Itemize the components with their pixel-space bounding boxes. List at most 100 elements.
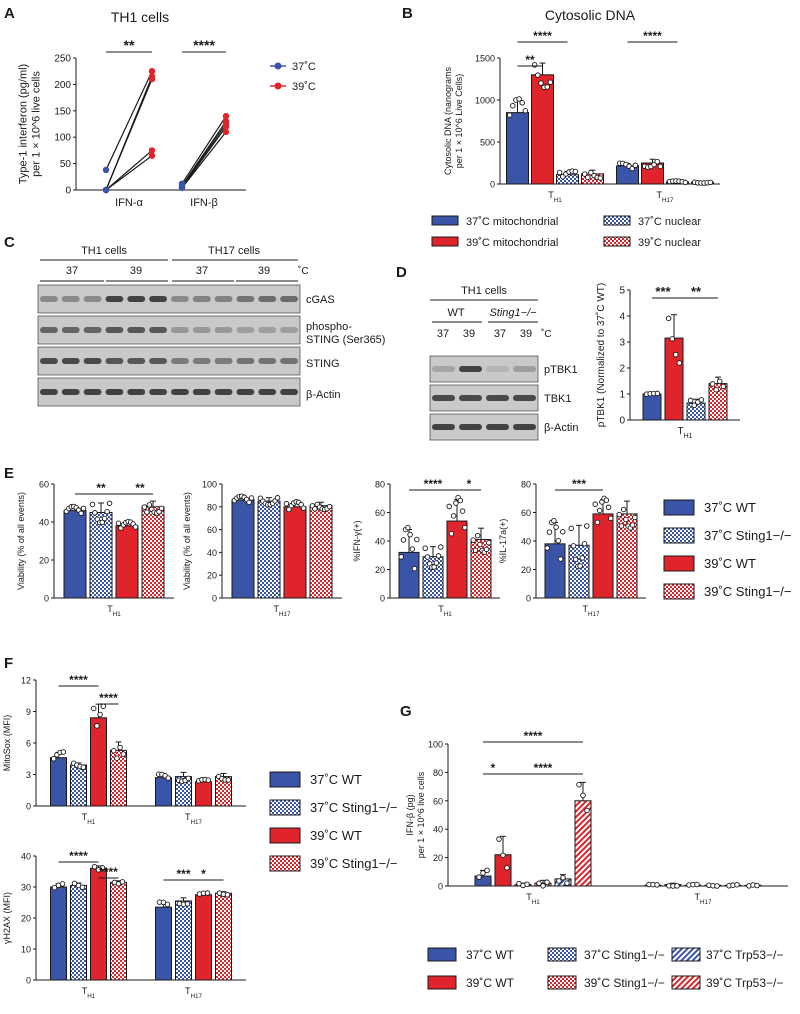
data-point — [669, 336, 675, 342]
blot-band — [127, 358, 146, 364]
data-point — [698, 397, 705, 403]
pair-line — [181, 126, 227, 188]
y-tick-label: 80 — [375, 480, 385, 490]
legend-37c-marker — [274, 62, 282, 70]
blot-band — [171, 389, 189, 395]
data-point — [734, 881, 740, 888]
data-point — [132, 524, 139, 530]
panel-f-legend: 37˚C WT 37˚C Sting1−/− 39˚C WT 39˚C Stin… — [269, 771, 397, 872]
y-tick-label: 5 — [619, 286, 625, 297]
data-point — [522, 108, 529, 114]
data-point — [585, 174, 591, 181]
legend-g-37trp-swatch — [671, 947, 701, 962]
data-point — [51, 884, 58, 891]
y-tick-label: 0 — [526, 594, 531, 604]
x-tick-label: IFN-β — [190, 197, 218, 209]
legend-e-37ko-swatch — [663, 527, 695, 544]
pair-line — [105, 149, 153, 191]
data-point — [158, 505, 165, 512]
data-point — [104, 509, 110, 515]
data-point — [544, 84, 550, 90]
blot-band — [513, 366, 536, 372]
panel-letter-c: C — [4, 234, 15, 251]
point-39c — [222, 123, 230, 130]
significance-label: **** — [424, 477, 443, 491]
data-point — [540, 883, 546, 889]
data-point — [623, 516, 629, 523]
y-tick-label: 0 — [619, 416, 625, 427]
y-tick-label: 80 — [433, 768, 443, 778]
blot-band — [192, 389, 211, 395]
data-point — [547, 79, 554, 86]
bar — [642, 393, 662, 421]
data-point — [519, 100, 525, 106]
legend-39c-marker — [274, 82, 282, 90]
bar — [283, 506, 307, 599]
data-point — [506, 112, 513, 118]
legend-g-37trp-label: 37˚C Trp53−/− — [706, 948, 783, 962]
blot-band — [486, 424, 509, 430]
data-point — [141, 504, 148, 510]
y-axis-label: IFN-β (pg)per 1 × 10^6 live cells — [405, 771, 426, 858]
legend-g-39wt-swatch — [427, 975, 457, 990]
bar — [506, 112, 529, 185]
panel-a-legend: 37˚C 39˚C — [270, 61, 316, 93]
data-point — [477, 541, 483, 548]
legend-f-37ko-label: 37˚C Sting1−/− — [310, 800, 397, 815]
blot-band — [149, 389, 167, 395]
legend-37c-nuclear-swatch — [603, 215, 631, 226]
data-point — [516, 96, 522, 102]
y-tick-label: 2 — [619, 364, 625, 375]
bar — [544, 543, 566, 599]
pair-line — [181, 115, 227, 184]
legend-37c-nuclear-label: 37˚C nuclear — [638, 216, 701, 228]
data-point — [568, 525, 574, 532]
data-point — [603, 497, 610, 503]
data-point — [438, 544, 444, 550]
data-point — [618, 523, 625, 529]
data-point — [544, 545, 550, 551]
bar — [63, 510, 87, 599]
blot-band — [83, 327, 102, 333]
blot-c-temp-1: 37 — [66, 265, 78, 277]
y-tick-label: 10 — [21, 945, 31, 955]
y-tick-label: 40 — [21, 852, 31, 862]
blot-band — [149, 296, 167, 302]
data-point — [146, 502, 153, 508]
x-tick-label: TH17 — [185, 986, 203, 1000]
data-point — [564, 880, 570, 886]
bar — [90, 717, 107, 807]
data-point — [50, 755, 57, 762]
blot-d-temp-3: 37 — [494, 328, 506, 340]
blot-band — [61, 358, 80, 364]
bar — [422, 556, 444, 599]
legend-f-39wt-swatch — [269, 827, 301, 844]
blot-d-geno-wt: WT — [447, 307, 464, 319]
blot-strip — [37, 315, 301, 345]
blot-band — [171, 358, 189, 364]
blot-band — [61, 389, 80, 395]
data-point — [205, 777, 212, 783]
data-point — [470, 537, 476, 543]
blot-band — [40, 327, 58, 333]
y-tick-label: 60 — [207, 525, 217, 535]
legend-e-39ko-label: 39˚C Sting1−/− — [704, 584, 791, 599]
data-point — [450, 513, 457, 519]
legend-e-37ko-label: 37˚C Sting1−/− — [704, 528, 791, 543]
blot-strip — [37, 377, 301, 407]
blot-band — [105, 389, 124, 395]
blot-band — [192, 296, 211, 302]
blot-band — [214, 327, 233, 333]
data-point — [474, 532, 481, 539]
y-axis-label: MitoSox (MFI) — [2, 715, 12, 772]
data-point — [682, 179, 689, 186]
data-point — [560, 529, 566, 535]
bar — [494, 854, 512, 887]
y-tick-label: 40 — [433, 825, 443, 835]
data-point — [326, 503, 333, 510]
data-point — [556, 878, 562, 884]
y-tick-label: 1000 — [475, 96, 495, 106]
blot-band — [105, 327, 124, 333]
y-tick-label: 60 — [521, 508, 531, 518]
panel-letter-b: B — [402, 5, 413, 22]
